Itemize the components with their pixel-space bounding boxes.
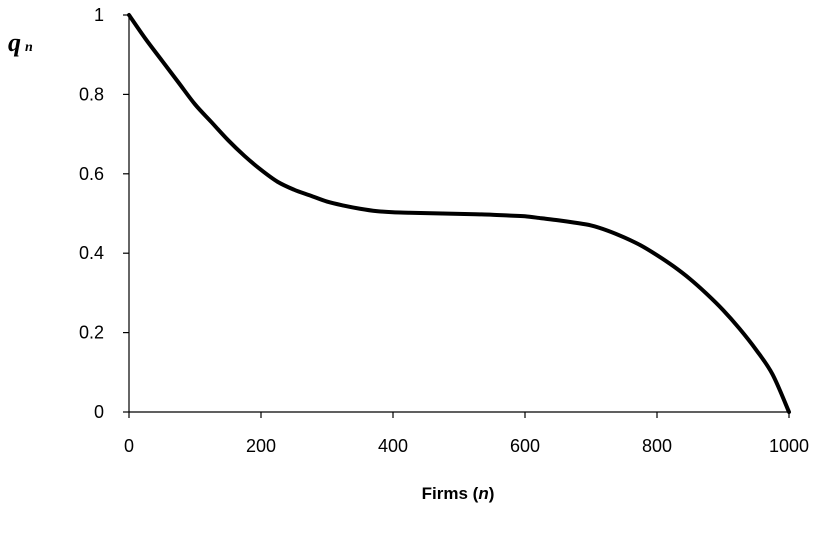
y-tick-label: 0 bbox=[94, 402, 104, 422]
x-tick-label: 0 bbox=[124, 436, 134, 456]
x-axis-label-suffix: ) bbox=[489, 484, 495, 503]
x-axis-label-prefix: Firms ( bbox=[422, 484, 479, 503]
x-tick-label: 600 bbox=[510, 436, 540, 456]
x-tick-label: 1000 bbox=[769, 436, 809, 456]
series-layer bbox=[127, 13, 791, 414]
y-tick-label: 1 bbox=[94, 5, 104, 25]
y-tick-label: 0.4 bbox=[79, 243, 104, 263]
y-ticks: 0 0.2 0.4 0.6 0.8 1 bbox=[79, 5, 129, 422]
series-line bbox=[127, 13, 791, 414]
y-axis-label-sub: n bbox=[25, 40, 33, 55]
y-tick-label: 0.6 bbox=[79, 164, 104, 184]
x-axis-label: Firms (n) bbox=[422, 484, 495, 503]
y-tick-label: 0.2 bbox=[79, 323, 104, 343]
x-ticks: 0 200 400 600 800 1000 bbox=[124, 412, 809, 456]
x-tick-label: 800 bbox=[642, 436, 672, 456]
axes bbox=[128, 15, 789, 413]
x-axis-label-var: n bbox=[478, 484, 488, 503]
y-axis-label-main: q bbox=[8, 28, 21, 57]
x-tick-label: 200 bbox=[246, 436, 276, 456]
x-tick-label: 400 bbox=[378, 436, 408, 456]
y-tick-label: 0.8 bbox=[79, 84, 104, 104]
